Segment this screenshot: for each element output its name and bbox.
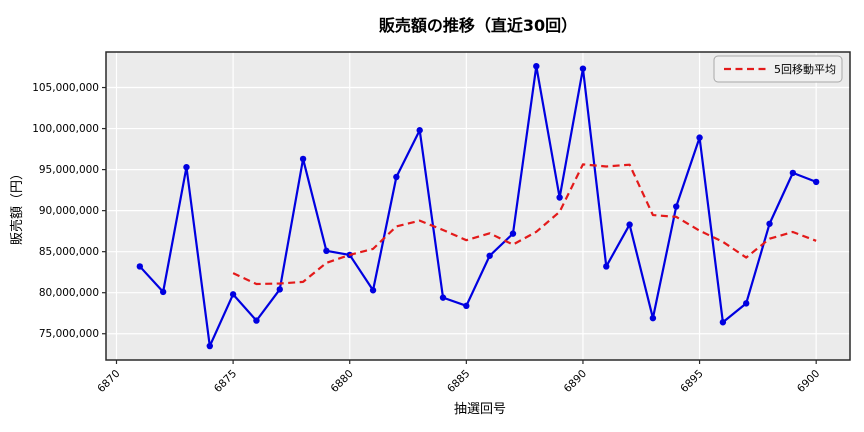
plot-area xyxy=(106,52,850,360)
data-point-marker xyxy=(673,203,680,210)
data-point-marker xyxy=(369,287,377,294)
data-point-marker xyxy=(789,169,797,177)
y-tick-label: 105,000,000 xyxy=(32,82,99,94)
data-point-marker xyxy=(136,263,144,270)
y-tick-label: 95,000,000 xyxy=(39,164,99,176)
x-tick-label: 6900 xyxy=(795,368,822,395)
data-point-marker xyxy=(766,220,773,227)
grid-layer xyxy=(106,52,850,360)
data-point-marker xyxy=(719,319,727,326)
y-tick-label: 100,000,000 xyxy=(32,123,99,135)
plot-border xyxy=(105,51,851,361)
y-axis-label: 販売額（円） xyxy=(9,167,25,245)
data-point-marker xyxy=(159,288,167,296)
data-point-marker xyxy=(253,317,260,324)
legend-label: 5回移動平均 xyxy=(774,62,836,76)
data-point-marker xyxy=(323,247,330,255)
data-point-marker xyxy=(556,194,563,201)
data-point-marker xyxy=(393,173,400,181)
data-point-marker xyxy=(696,134,703,141)
x-tick-label: 6875 xyxy=(212,368,239,395)
x-tick-label: 6895 xyxy=(678,368,705,395)
data-point-marker xyxy=(626,221,633,228)
data-point-marker xyxy=(299,155,307,163)
data-point-marker xyxy=(229,291,237,298)
data-point-marker xyxy=(463,302,470,310)
data-point-marker xyxy=(743,300,750,307)
y-tick-label: 90,000,000 xyxy=(39,205,99,217)
x-axis-label: 抽選回号 xyxy=(454,402,506,417)
legend-box xyxy=(713,55,843,83)
data-point-marker xyxy=(603,263,610,270)
data-point-marker xyxy=(439,294,447,301)
data-point-marker xyxy=(416,127,423,134)
data-point-marker xyxy=(649,314,657,322)
chart-title: 販売額の推移（直近30回） xyxy=(379,16,577,35)
data-point-marker xyxy=(206,342,213,350)
data-point-marker xyxy=(579,65,587,72)
sales-line xyxy=(139,65,817,348)
y-tick-label: 85,000,000 xyxy=(39,246,99,258)
x-tick-label: 6880 xyxy=(328,368,355,395)
x-tick-label: 6885 xyxy=(445,368,472,395)
y-tick-label: 75,000,000 xyxy=(39,328,99,340)
data-point-marker xyxy=(812,178,820,186)
x-tick-label: 6890 xyxy=(562,368,589,395)
moving-average-line xyxy=(232,163,817,286)
series-layer xyxy=(136,62,820,350)
y-tick-label: 80,000,000 xyxy=(39,287,99,299)
data-point-marker xyxy=(533,62,540,70)
data-point-marker xyxy=(183,163,190,171)
data-point-marker xyxy=(276,286,283,293)
x-tick-label: 6870 xyxy=(95,368,122,395)
data-point-marker xyxy=(486,252,493,259)
data-point-marker xyxy=(509,230,517,237)
legend: 5回移動平均 xyxy=(713,55,843,83)
